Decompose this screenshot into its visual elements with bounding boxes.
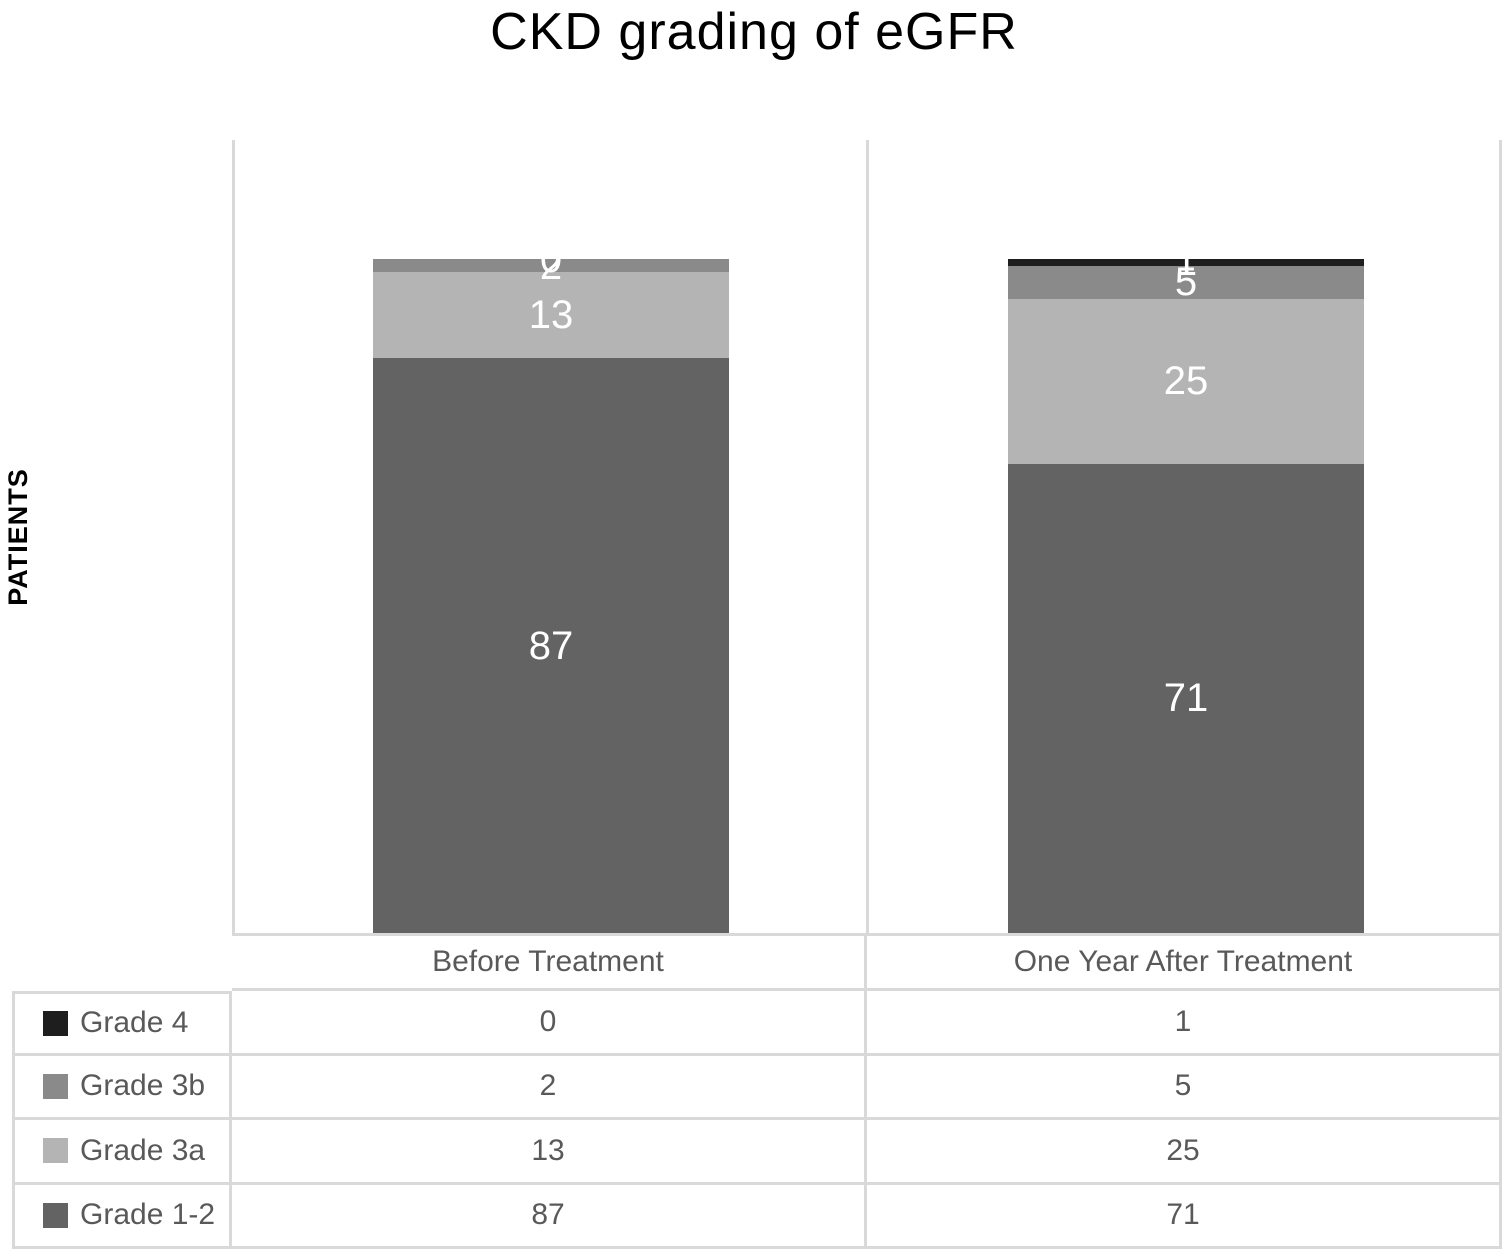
legend-row-grade-3a: Grade 3a — [12, 1120, 232, 1185]
bar-one-year-after-treatment: 1 5 25 71 — [1008, 242, 1364, 933]
bar-segment-grade-1-2: 87 — [373, 358, 729, 933]
bar-segment-grade-3a: 13 — [373, 272, 729, 359]
legend-row-grade-3b: Grade 3b — [12, 1055, 232, 1120]
legend-label: Grade 3a — [80, 1133, 206, 1167]
bar-segment-label: 13 — [528, 293, 574, 338]
y-axis-label: PATIENTS — [3, 468, 33, 606]
legend-label: Grade 3b — [80, 1069, 206, 1103]
value-cell-grade3b-after: 5 — [867, 1055, 1502, 1120]
legend-row-grade-4: Grade 4 — [12, 991, 232, 1056]
grade-3b-swatch-icon — [43, 1073, 68, 1099]
legend-row-grade-1-2: Grade 1-2 — [12, 1184, 232, 1249]
header-cell-one-year-after-treatment: One Year After Treatment — [867, 933, 1502, 991]
bar-segment-grade-3a: 25 — [1008, 298, 1364, 464]
bar-segment-label: 5 — [1174, 260, 1198, 305]
value-cell-grade4-before: 0 — [232, 991, 867, 1056]
grade-1-2-swatch-icon — [43, 1202, 68, 1228]
value-cell-grade3a-before: 13 — [232, 1120, 867, 1185]
value-cell-grade12-after: 71 — [867, 1184, 1502, 1249]
bar-before-treatment: 0 2 13 87 — [373, 239, 729, 933]
bar-segment-grade-3b: 2 — [373, 246, 729, 286]
bar-segment-label: 87 — [528, 623, 574, 668]
legend-label: Grade 1-2 — [80, 1198, 216, 1232]
grade-3a-swatch-icon — [43, 1138, 68, 1164]
bar-segment-grade-1-2: 71 — [1008, 463, 1364, 933]
grade-4-swatch-icon — [43, 1010, 68, 1036]
table-corner-cell — [12, 933, 232, 991]
category-divider-line — [866, 140, 869, 933]
value-cell-grade3a-after: 25 — [867, 1120, 1502, 1185]
header-cell-before-treatment: Before Treatment — [232, 933, 867, 991]
bar-segment-label: 71 — [1163, 676, 1209, 721]
plot-area: 0 2 13 87 1 5 25 71 — [232, 140, 1502, 933]
value-cell-grade3b-before: 2 — [232, 1055, 867, 1120]
bar-segment-grade-4: 1 — [1008, 242, 1364, 282]
page-title: CKD grading of eGFR — [490, 3, 1018, 61]
legend-label: Grade 4 — [80, 1006, 189, 1040]
bar-segment-label: 25 — [1163, 359, 1209, 404]
value-cell-grade4-after: 1 — [867, 991, 1502, 1056]
data-table: Before Treatment One Year After Treatmen… — [12, 933, 1502, 1249]
value-cell-grade12-before: 87 — [232, 1184, 867, 1249]
bar-segment-grade-3b: 5 — [1008, 262, 1364, 302]
